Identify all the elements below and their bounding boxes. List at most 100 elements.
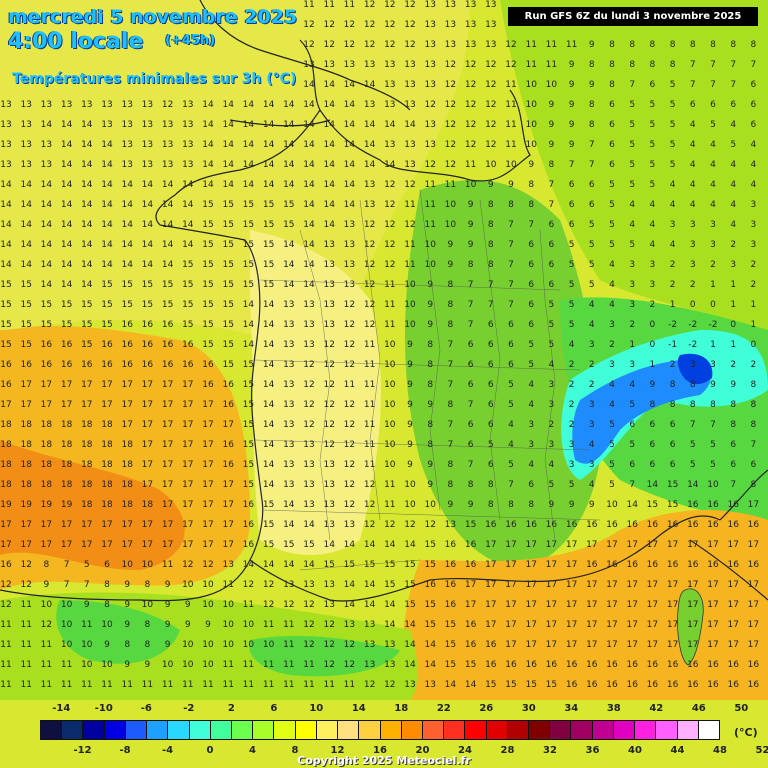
grid-value: 11: [364, 340, 375, 350]
grid-value: 13: [384, 100, 395, 110]
grid-value: 14: [364, 120, 376, 130]
grid-value: 4: [730, 220, 736, 230]
legend-swatch: [83, 721, 105, 739]
grid-value: 16: [586, 560, 598, 570]
grid-value: 15: [81, 340, 92, 350]
grid-value: 8: [145, 640, 151, 650]
grid-value: 8: [448, 480, 454, 490]
grid-value: 16: [41, 340, 53, 350]
grid-value: 17: [162, 480, 173, 490]
grid-value: 9: [549, 500, 555, 510]
grid-value: 4: [609, 300, 615, 310]
grid-value: 3: [690, 240, 696, 250]
grid-value: 0: [710, 300, 716, 310]
grid-value: 18: [61, 480, 73, 490]
grid-value: 16: [101, 360, 113, 370]
grid-value: 17: [727, 640, 738, 650]
grid-value: 14: [263, 100, 275, 110]
grid-value: 14: [202, 160, 214, 170]
grid-value: 16: [525, 520, 537, 530]
grid-value: 12: [344, 440, 355, 450]
grid-value: 8: [468, 480, 474, 490]
grid-value: 14: [162, 260, 174, 270]
grid-value: 7: [569, 160, 575, 170]
grid-value: 14: [384, 540, 396, 550]
legend-unit: (°C): [734, 726, 758, 739]
grid-value: 16: [667, 680, 679, 690]
grid-value: 13: [404, 140, 415, 150]
grid-value: 16: [485, 520, 497, 530]
grid-value: 9: [84, 600, 90, 610]
legend-label: -6: [140, 703, 152, 714]
grid-value: 17: [505, 580, 516, 590]
grid-value: 16: [687, 680, 699, 690]
grid-value: 7: [730, 80, 736, 90]
grid-value: 11: [81, 680, 92, 690]
grid-value: 17: [485, 600, 496, 610]
grid-value: 15: [263, 280, 274, 290]
grid-value: 16: [142, 340, 154, 350]
grid-value: 15: [0, 300, 11, 310]
grid-value: 17: [566, 540, 577, 550]
grid-value: 13: [162, 120, 173, 130]
grid-value: 4: [710, 200, 716, 210]
grid-value: 13: [182, 100, 193, 110]
grid-value: 4: [670, 180, 676, 190]
grid-value: 13: [303, 60, 314, 70]
grid-value: 5: [690, 440, 696, 450]
grid-value: 9: [569, 60, 575, 70]
grid-value: 14: [283, 100, 295, 110]
grid-value: 10: [81, 640, 93, 650]
grid-value: 16: [626, 520, 638, 530]
grid-value: 7: [448, 340, 454, 350]
grid-value: 11: [222, 680, 233, 690]
grid-value: 0: [730, 320, 736, 330]
legend-label: 8: [291, 745, 299, 756]
grid-value: 14: [182, 240, 194, 250]
grid-value: 3: [629, 360, 635, 370]
legend-swatch: [274, 721, 296, 739]
grid-value: 2: [569, 420, 575, 430]
grid-value: 4: [690, 120, 696, 130]
grid-value: 17: [546, 580, 557, 590]
grid-value: 17: [142, 420, 153, 430]
grid-value: 17: [667, 640, 678, 650]
grid-value: 6: [650, 80, 656, 90]
grid-value: 13: [384, 640, 395, 650]
grid-value: 10: [445, 220, 457, 230]
legend-swatch: [168, 721, 190, 739]
grid-value: 18: [41, 440, 53, 450]
grid-value: 4: [609, 280, 615, 290]
grid-value: 14: [323, 200, 335, 210]
grid-value: 12: [445, 80, 456, 90]
grid-value: 10: [424, 260, 436, 270]
grid-value: 13: [283, 360, 294, 370]
grid-value: 9: [165, 580, 171, 590]
grid-value: 13: [182, 140, 193, 150]
grid-value: 15: [243, 360, 254, 370]
grid-value: 6: [569, 180, 575, 190]
grid-value: 15: [81, 320, 92, 330]
grid-value: 14: [283, 160, 295, 170]
grid-value: 12: [323, 440, 334, 450]
grid-value: 15: [424, 560, 435, 570]
grid-value: 3: [528, 440, 534, 450]
legend-label: 6: [270, 703, 278, 714]
grid-value: 5: [569, 240, 575, 250]
grid-value: 12: [485, 120, 496, 130]
grid-value: 6: [589, 180, 595, 190]
grid-value: 15: [142, 280, 153, 290]
grid-value: 11: [243, 600, 254, 610]
grid-value: 10: [61, 620, 73, 630]
grid-value: 12: [465, 140, 476, 150]
grid-value: 18: [101, 460, 113, 470]
grid-value: 16: [445, 560, 457, 570]
grid-value: 14: [283, 520, 295, 530]
grid-value: 14: [263, 140, 275, 150]
grid-value: 14: [202, 180, 214, 190]
grid-value: 16: [61, 340, 73, 350]
grid-value: 17: [687, 620, 698, 630]
grid-value: 14: [465, 680, 477, 690]
grid-value: 17: [566, 580, 577, 590]
grid-value: 14: [81, 260, 93, 270]
